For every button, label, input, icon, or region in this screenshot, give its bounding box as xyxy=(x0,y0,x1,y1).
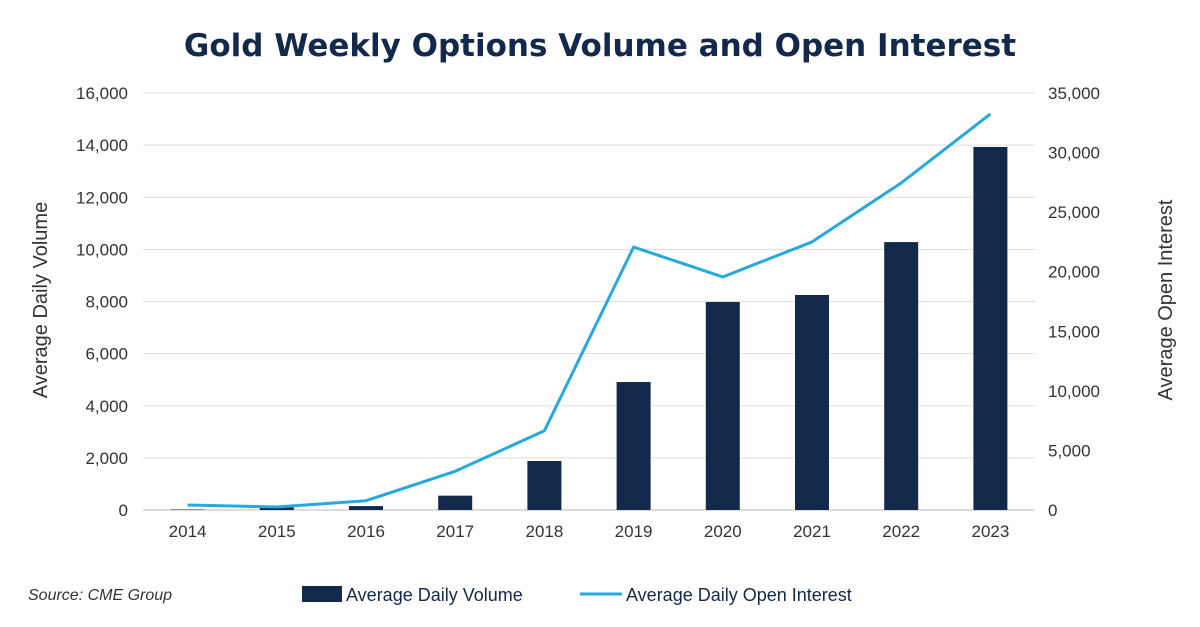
bar-2023 xyxy=(973,146,1008,510)
y-tick-label: 8,000 xyxy=(85,293,128,312)
bar-2016 xyxy=(349,506,383,510)
bar-2017 xyxy=(438,495,473,510)
y-axis-label: Average Daily Volume xyxy=(30,202,52,398)
line-series xyxy=(187,112,992,509)
y-right-tick-label: 35,000 xyxy=(1048,84,1100,103)
y-tick-label: 10,000 xyxy=(76,240,128,259)
bar-2021 xyxy=(795,294,829,510)
open-interest-line xyxy=(187,112,992,509)
left-axis-ticks: 0 2,000 4,000 6,000 8,000 10,000 12,000 14,000 1… xyxy=(76,84,128,520)
legend-label-open-interest: Average Daily Open Interest xyxy=(626,585,852,605)
y-right-tick-label: 15,000 xyxy=(1048,322,1100,341)
x-tick-label: 2021 xyxy=(793,522,831,541)
y-right-tick-label: 5,000 xyxy=(1048,441,1091,460)
x-tick-label: 2016 xyxy=(347,522,385,541)
right-axis-ticks: 0 5,000 10,000 15,000 20,000 25,000 30,000 35,0… xyxy=(1048,84,1100,520)
x-axis-ticks: 2014 2015 2016 2017 2018 2019 2020 2021 2022 2023 xyxy=(169,522,1010,541)
x-tick-label: 2015 xyxy=(258,522,296,541)
y-right-tick-label: 30,000 xyxy=(1048,144,1100,163)
bars xyxy=(170,146,1008,510)
y-tick-label: 16,000 xyxy=(76,84,128,103)
gridlines xyxy=(143,92,1035,511)
y-right-tick-label: 25,000 xyxy=(1048,203,1100,222)
legend-label-volume: Average Daily Volume xyxy=(346,585,523,605)
y-tick-label: 0 xyxy=(119,501,128,520)
bar-2018 xyxy=(527,461,562,510)
source-note: Source: CME Group xyxy=(28,587,172,604)
y-right-tick-label: 20,000 xyxy=(1048,263,1100,282)
x-tick-label: 2022 xyxy=(882,522,920,541)
x-tick-label: 2023 xyxy=(971,522,1009,541)
x-tick-label: 2017 xyxy=(436,522,474,541)
y-axis-right-label: Average Open Interest xyxy=(1155,199,1177,400)
y-tick-label: 12,000 xyxy=(76,188,128,207)
x-tick-label: 2019 xyxy=(615,522,653,541)
y-tick-label: 14,000 xyxy=(76,136,128,155)
y-tick-label: 2,000 xyxy=(85,449,128,468)
chart-title: Gold Weekly Options Volume and Open Inte… xyxy=(184,28,1016,64)
bar-2022 xyxy=(884,242,919,510)
y-right-tick-label: 10,000 xyxy=(1048,382,1100,401)
bar-2020 xyxy=(705,302,740,510)
y-tick-label: 4,000 xyxy=(85,397,128,416)
x-tick-label: 2014 xyxy=(169,522,207,541)
legend-swatch-volume xyxy=(302,586,342,602)
y-right-tick-label: 0 xyxy=(1048,501,1057,520)
x-tick-label: 2020 xyxy=(704,522,742,541)
y-tick-label: 6,000 xyxy=(85,345,128,364)
bar-2019 xyxy=(616,382,651,510)
bar-2015 xyxy=(259,507,294,510)
bar-2014 xyxy=(170,509,205,510)
x-tick-label: 2018 xyxy=(525,522,563,541)
